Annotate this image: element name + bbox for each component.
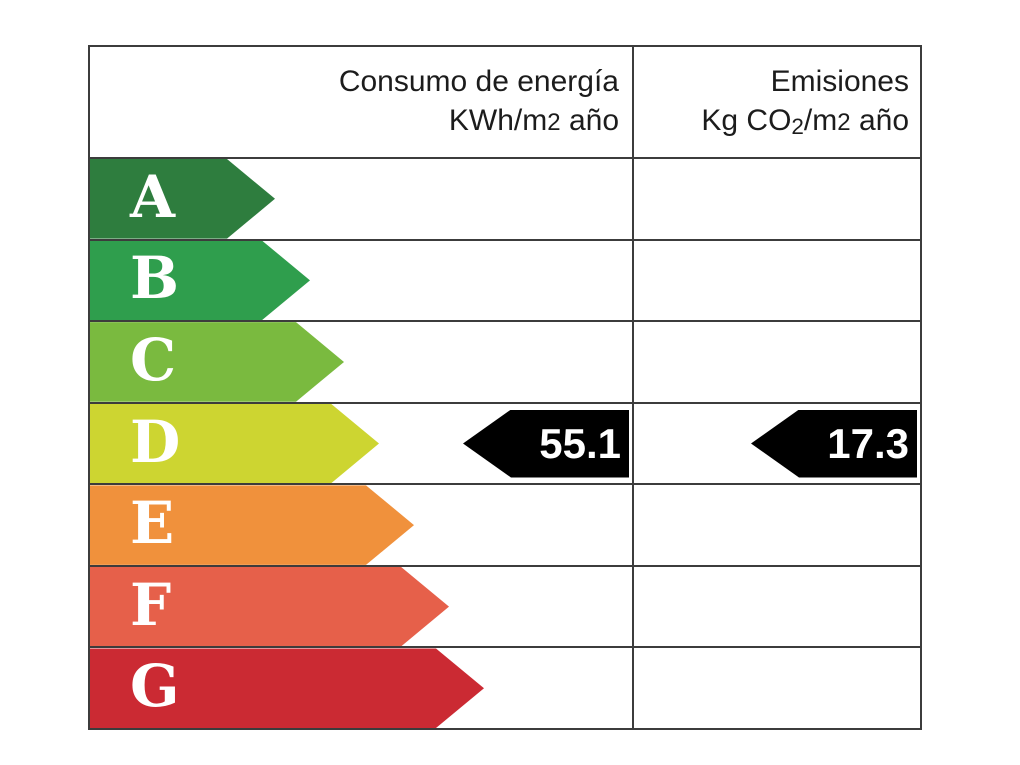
consumption-cell-g: G [90, 648, 632, 728]
consumption-value-pointer: 55.1 [463, 409, 629, 478]
emissions-co2-subscript: 2 [791, 114, 804, 140]
emissions-cell-f [632, 566, 920, 647]
emissions-header-line1: Emisiones [770, 65, 909, 98]
consumption-header-line1: Consumo de energía [338, 65, 619, 98]
rating-band-d: D [90, 404, 379, 484]
consumption-cell-d: D 55.1 [90, 404, 632, 484]
consumption-unit-exponent: 2 [547, 109, 561, 136]
emissions-cell-b [632, 240, 920, 321]
consumption-column-header: Consumo de energía KWh/m2 año [90, 47, 632, 157]
consumption-cell-c: C [90, 322, 632, 402]
rating-letter-e: E [130, 489, 175, 558]
rating-rows: A B C D [90, 159, 920, 729]
header-row: Consumo de energía KWh/m2 año Emisiones … [90, 47, 920, 159]
rating-letter-a: A [130, 162, 176, 231]
emissions-cell-g [632, 648, 920, 729]
consumption-header-line2: KWh/m2 año [448, 104, 619, 137]
energy-rating-label: Consumo de energía KWh/m2 año Emisiones … [88, 45, 922, 730]
rating-band-a: A [90, 159, 275, 239]
emissions-value: 17.3 [827, 419, 909, 467]
emissions-cell-c [632, 322, 920, 402]
rating-band-g: G [90, 648, 484, 728]
emissions-cell-d: 17.3 [632, 403, 920, 484]
rating-row-c: C [90, 322, 920, 404]
rating-letter-g: G [130, 652, 180, 721]
rating-row-b: B [90, 240, 920, 323]
rating-letter-b: B [130, 244, 180, 313]
rating-row-d: D 55.1 17.3 [90, 403, 920, 486]
rating-band-c: C [90, 322, 344, 402]
rating-row-a: A [90, 159, 920, 241]
rating-letter-c: C [130, 325, 177, 394]
rating-row-e: E [90, 485, 920, 567]
rating-row-f: F [90, 566, 920, 649]
rating-band-e: E [90, 485, 414, 565]
emissions-value-pointer: 17.3 [751, 409, 917, 478]
emissions-cell-a [632, 159, 920, 239]
consumption-cell-a: A [90, 159, 632, 239]
rating-band-b: B [90, 241, 310, 321]
rating-letter-f: F [130, 570, 172, 639]
consumption-cell-f: F [90, 567, 632, 647]
rating-row-g: G [90, 648, 920, 729]
emissions-unit-exponent: 2 [837, 109, 851, 136]
rating-band-f: F [90, 567, 449, 647]
rating-letter-d: D [130, 407, 181, 476]
emissions-cell-e [632, 485, 920, 565]
consumption-value: 55.1 [539, 419, 621, 467]
consumption-cell-e: E [90, 485, 632, 565]
consumption-cell-b: B [90, 241, 632, 321]
emissions-header-line2: Kg CO2/m2 año [701, 104, 909, 140]
emissions-column-header: Emisiones Kg CO2/m2 año [632, 47, 920, 157]
